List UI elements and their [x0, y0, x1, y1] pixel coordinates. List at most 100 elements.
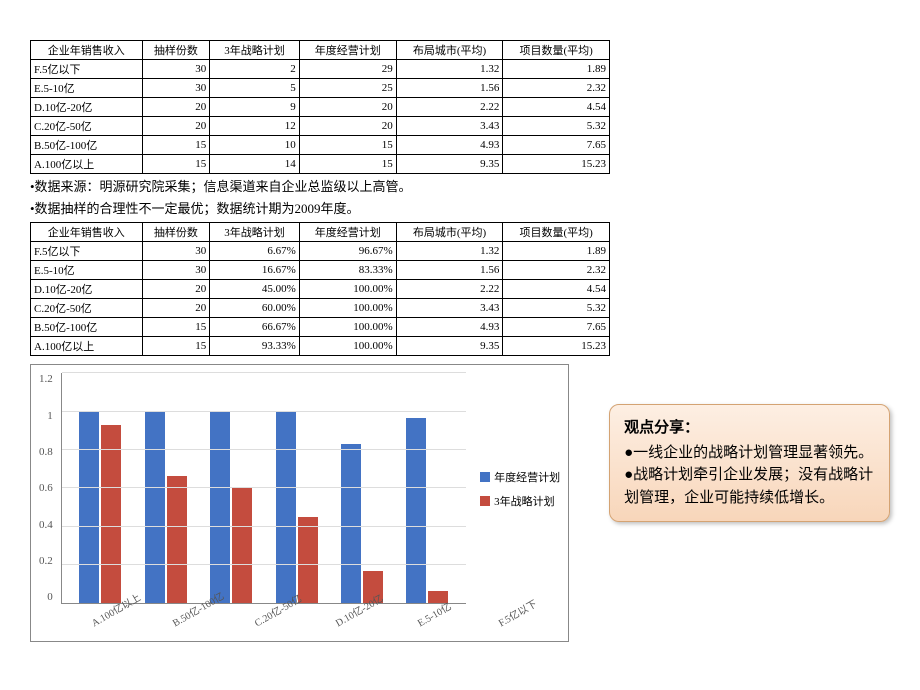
row-value: 30	[142, 60, 210, 79]
row-value: 4.54	[503, 280, 610, 299]
bar-group	[145, 412, 187, 604]
row-value: 2	[210, 60, 300, 79]
table-row: E.5-10亿3016.67%83.33%1.562.32	[31, 261, 610, 280]
callout-bullet: ●战略计划牵引企业发展；没有战略计划管理，企业可能持续低增长。	[624, 464, 875, 509]
table-row: F.5亿以下306.67%96.67%1.321.89	[31, 242, 610, 261]
col-header: 企业年销售收入	[31, 41, 143, 60]
row-value: 2.22	[396, 280, 503, 299]
bar	[79, 412, 99, 604]
row-value: 15.23	[503, 155, 610, 174]
grid-line	[62, 487, 466, 488]
row-value: 100.00%	[299, 280, 396, 299]
row-value: 29	[299, 60, 396, 79]
row-value: 20	[142, 117, 210, 136]
row-value: 45.00%	[210, 280, 300, 299]
bar	[406, 418, 426, 603]
table-row: A.100亿以上1593.33%100.00%9.3515.23	[31, 337, 610, 356]
y-tick: 0.2	[39, 555, 53, 567]
row-value: 7.65	[503, 318, 610, 337]
legend-label: 3年战略计划	[494, 493, 555, 509]
row-category: D.10亿-20亿	[31, 98, 143, 117]
row-value: 4.93	[396, 318, 503, 337]
col-header: 企业年销售收入	[31, 223, 143, 242]
col-header: 3年战略计划	[210, 223, 300, 242]
bar	[167, 476, 187, 604]
col-header: 布局城市(平均)	[396, 41, 503, 60]
row-value: 3.43	[396, 299, 503, 318]
row-value: 30	[142, 79, 210, 98]
row-value: 20	[142, 280, 210, 299]
row-value: 1.56	[396, 79, 503, 98]
row-value: 12	[210, 117, 300, 136]
row-value: 5.32	[503, 117, 610, 136]
grid-line	[62, 449, 466, 450]
row-category: D.10亿-20亿	[31, 280, 143, 299]
row-category: C.20亿-50亿	[31, 117, 143, 136]
row-value: 15	[142, 318, 210, 337]
row-value: 2.22	[396, 98, 503, 117]
row-value: 100.00%	[299, 299, 396, 318]
legend-item: 3年战略计划	[480, 493, 560, 509]
row-value: 4.54	[503, 98, 610, 117]
bar-group	[79, 412, 121, 604]
row-value: 30	[142, 261, 210, 280]
row-value: 5	[210, 79, 300, 98]
y-tick: 1.2	[39, 373, 53, 385]
row-value: 100.00%	[299, 318, 396, 337]
table-row: C.20亿-50亿2012203.435.32	[31, 117, 610, 136]
table-raw: 企业年销售收入抽样份数3年战略计划年度经营计划布局城市(平均)项目数量(平均) …	[30, 40, 610, 174]
bar	[145, 412, 165, 604]
legend-swatch	[480, 472, 490, 482]
row-value: 1.32	[396, 60, 503, 79]
row-value: 15	[142, 337, 210, 356]
y-tick: 0	[47, 591, 53, 603]
row-category: E.5-10亿	[31, 79, 143, 98]
bar	[276, 412, 296, 604]
row-value: 9.35	[396, 155, 503, 174]
table-row: D.10亿-20亿2045.00%100.00%2.224.54	[31, 280, 610, 299]
bar-group	[406, 418, 448, 603]
col-header: 抽样份数	[142, 223, 210, 242]
row-value: 2.32	[503, 79, 610, 98]
bar-group	[276, 412, 318, 604]
row-value: 15	[142, 136, 210, 155]
row-value: 20	[299, 98, 396, 117]
row-value: 15.23	[503, 337, 610, 356]
row-value: 9	[210, 98, 300, 117]
y-tick: 1	[47, 410, 53, 422]
row-value: 4.93	[396, 136, 503, 155]
row-category: A.100亿以上	[31, 155, 143, 174]
table-row: E.5-10亿305251.562.32	[31, 79, 610, 98]
y-tick: 0.8	[39, 446, 53, 458]
x-axis: A.100亿以上B.50亿-100亿C.20亿-50亿D.10亿-20亿E.5-…	[39, 606, 560, 633]
row-value: 83.33%	[299, 261, 396, 280]
bottom-row: 1.210.80.60.40.20 年度经营计划3年战略计划 A.100亿以上B…	[30, 364, 890, 642]
col-header: 年度经营计划	[299, 41, 396, 60]
row-category: E.5-10亿	[31, 261, 143, 280]
grid-line	[62, 411, 466, 412]
row-value: 30	[142, 242, 210, 261]
row-category: F.5亿以下	[31, 242, 143, 261]
row-value: 1.56	[396, 261, 503, 280]
row-value: 15	[299, 155, 396, 174]
col-header: 项目数量(平均)	[503, 41, 610, 60]
row-value: 1.89	[503, 60, 610, 79]
row-value: 15	[142, 155, 210, 174]
row-value: 20	[299, 117, 396, 136]
callout-title: 观点分享：	[624, 417, 875, 440]
row-category: A.100亿以上	[31, 337, 143, 356]
row-category: B.50亿-100亿	[31, 318, 143, 337]
row-value: 3.43	[396, 117, 503, 136]
grid-line	[62, 564, 466, 565]
table-percent: 企业年销售收入抽样份数3年战略计划年度经营计划布局城市(平均)项目数量(平均) …	[30, 222, 610, 356]
row-category: C.20亿-50亿	[31, 299, 143, 318]
bar-group	[210, 412, 252, 604]
note-line-1: •数据来源：明源研究院采集；信息渠道来自企业总监级以上高管。	[30, 178, 610, 196]
bar	[341, 444, 361, 604]
legend-swatch	[480, 496, 490, 506]
row-value: 10	[210, 136, 300, 155]
y-axis: 1.210.80.60.40.20	[39, 373, 57, 603]
tables-wrap: 企业年销售收入抽样份数3年战略计划年度经营计划布局城市(平均)项目数量(平均) …	[30, 40, 610, 356]
legend-label: 年度经营计划	[494, 469, 560, 485]
row-value: 100.00%	[299, 337, 396, 356]
